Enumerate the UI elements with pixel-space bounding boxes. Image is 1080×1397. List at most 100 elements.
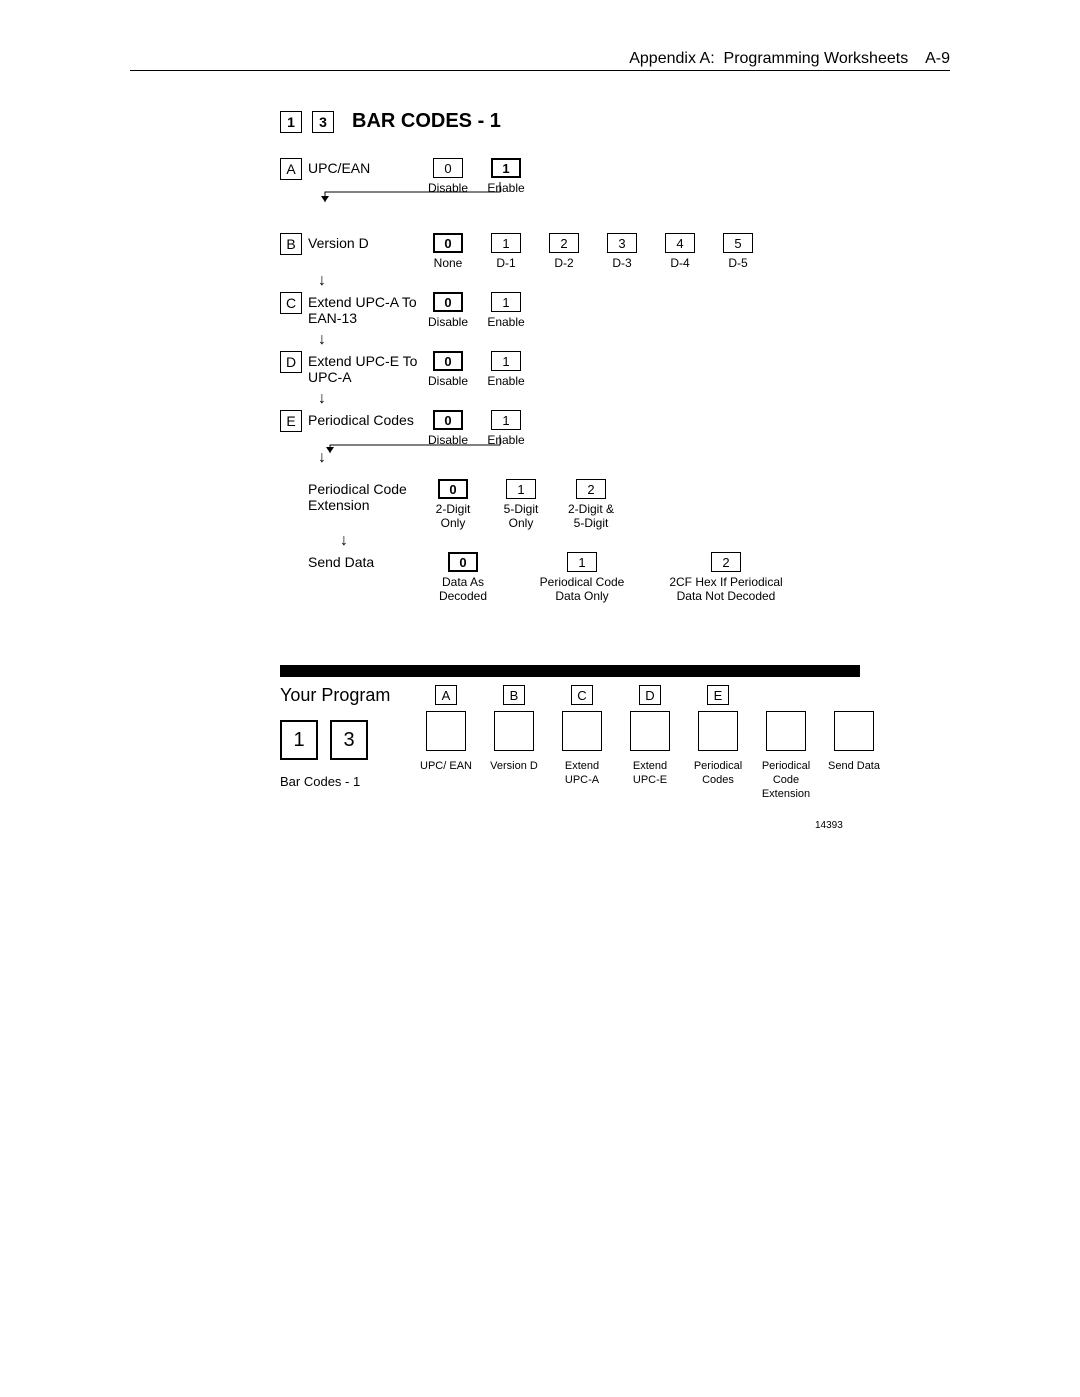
opt-label: D-3 — [612, 256, 631, 270]
opt-box: 2 — [711, 552, 741, 572]
prog-input[interactable] — [426, 711, 466, 751]
opt-box: 1 — [491, 410, 521, 430]
row-label: Extend UPC-E To UPC-A — [308, 351, 428, 385]
row-send: Send Data 0Data As Decoded 1Periodical C… — [280, 552, 980, 603]
opt-label: Disable — [428, 374, 468, 388]
opt-label: 2-Digit Only — [428, 502, 478, 530]
opt-box: 3 — [607, 233, 637, 253]
row-letter: A — [280, 158, 302, 180]
opt-label: 2-Digit & 5-Digit — [564, 502, 618, 530]
row-c: C Extend UPC-A To EAN-13 0 Disable 1 Enabl… — [280, 292, 980, 329]
opt-box: 0 — [438, 479, 468, 499]
opt-box: 2 — [549, 233, 579, 253]
row-opts: 0 2-Digit Only 1 5-Digit Only 2 2-Digit & 5… — [428, 479, 618, 530]
page-header: Appendix A: Programming Worksheets A-9 — [629, 50, 950, 68]
prog-col-letter: C — [571, 685, 593, 705]
opt-label: D-5 — [728, 256, 747, 270]
program-columns: AUPC/ EAN BVersion D CExtend UPC-A DExte… — [420, 685, 880, 801]
opt-box: 2 — [576, 479, 606, 499]
opt-box: 0 — [448, 552, 478, 572]
prog-col-letter: A — [435, 685, 457, 705]
opt-label: 2CF Hex If Periodical Data Not Decoded — [666, 575, 786, 603]
opt-box: 1 — [491, 351, 521, 371]
arrow-down-icon: ↓ — [318, 274, 980, 288]
prog-col-letter: D — [639, 685, 661, 705]
prog-col-label: Version D — [490, 759, 538, 773]
page-number: A-9 — [925, 50, 950, 67]
prog-col-letter: E — [707, 685, 729, 705]
row-label: Send Data — [308, 552, 428, 570]
row-label: Periodical Codes — [308, 410, 428, 428]
row-label: Extend UPC-A To EAN-13 — [308, 292, 428, 326]
prog-col-label: Periodical Codes — [692, 759, 744, 787]
title: BAR CODES - 1 — [352, 110, 501, 133]
opt-box: 1 — [491, 292, 521, 312]
code-box-2: 3 — [312, 111, 334, 133]
opt-label: Data As Decoded — [428, 575, 498, 603]
opt-box: 1 — [491, 233, 521, 253]
page: Appendix A: Programming Worksheets A-9 1… — [0, 0, 1080, 1397]
worksheet: 1 3 BAR CODES - 1 A UPC/EAN 0 Disable 1 En… — [280, 110, 980, 603]
row-letter: D — [280, 351, 302, 373]
opt-box: 0 — [433, 292, 463, 312]
row-letter: E — [280, 410, 302, 432]
prog-input[interactable] — [562, 711, 602, 751]
opt-label: D-2 — [554, 256, 573, 270]
row-opts: 0 Disable 1 Enable — [428, 292, 526, 329]
program-subtitle: Bar Codes - 1 — [280, 774, 420, 789]
your-program-title: Your Program — [280, 685, 420, 706]
row-e: E Periodical Codes 0Disable 1Enable — [280, 410, 980, 447]
prog-col-label: Periodical Code Extension — [760, 759, 812, 801]
prog-input[interactable] — [494, 711, 534, 751]
code-box-1: 1 — [280, 111, 302, 133]
row-a: A UPC/EAN 0Disable 1Enable — [280, 158, 980, 195]
opt-box: 0 — [433, 233, 463, 253]
opt-box: 1 — [491, 158, 521, 178]
opt-label: Disable — [428, 181, 468, 195]
row-label: UPC/EAN — [308, 158, 428, 176]
row-d: D Extend UPC-E To UPC-A 0 Disable 1 Enable — [280, 351, 980, 388]
row-letter: B — [280, 233, 302, 255]
prog-col-label: Extend UPC-E — [624, 759, 676, 787]
header-title: Programming Worksheets — [724, 50, 909, 67]
prog-col-label: Send Data — [828, 759, 880, 773]
prog-input[interactable] — [766, 711, 806, 751]
header-rule — [130, 70, 950, 71]
arrow-down-icon: ↓ — [318, 333, 980, 347]
row-opts: 0Disable 1Enable — [428, 410, 526, 447]
arrow-down-icon: ↓ — [318, 392, 980, 406]
row-opts: 0Data As Decoded 1Periodical Code Data O… — [428, 552, 786, 603]
opt-box: 0 — [433, 351, 463, 371]
arrow-down-icon: ↓ — [340, 534, 980, 548]
opt-box: 5 — [723, 233, 753, 253]
row-opts: 0Disable 1Enable — [428, 158, 526, 195]
separator-bar — [280, 665, 860, 677]
row-opts: 0None 1D-1 2D-2 3D-3 4D-4 5D-5 — [428, 233, 758, 270]
opt-box: 4 — [665, 233, 695, 253]
prog-input[interactable] — [698, 711, 738, 751]
prog-col-label: Extend UPC-A — [556, 759, 608, 787]
opt-box: 1 — [506, 479, 536, 499]
opt-label: Periodical Code Data Only — [532, 575, 632, 603]
row-label: Version D — [308, 233, 428, 251]
opt-label: None — [434, 256, 463, 270]
opt-label: D-1 — [496, 256, 515, 270]
row-letter: C — [280, 292, 302, 314]
opt-label: Enable — [487, 181, 524, 195]
figure-ref: 14393 — [815, 820, 843, 831]
opt-label: Enable — [487, 374, 524, 388]
prog-input[interactable] — [630, 711, 670, 751]
row-label: Periodical Code Extension — [308, 479, 428, 513]
arrow-down-icon: ↓ — [318, 451, 980, 465]
prog-input[interactable] — [834, 711, 874, 751]
row-b: B Version D 0None 1D-1 2D-2 3D-3 4D-4 5D… — [280, 233, 980, 270]
opt-label: 5-Digit Only — [496, 502, 546, 530]
program-code-2: 3 — [330, 720, 368, 760]
appendix-label: Appendix A: — [629, 50, 714, 67]
opt-label: Disable — [428, 315, 468, 329]
row-opts: 0 Disable 1 Enable — [428, 351, 526, 388]
your-program: Your Program 1 3 Bar Codes - 1 AUPC/ EAN… — [280, 685, 880, 801]
opt-label: Enable — [487, 315, 524, 329]
title-row: 1 3 BAR CODES - 1 — [280, 110, 980, 133]
opt-box: 0 — [433, 410, 463, 430]
